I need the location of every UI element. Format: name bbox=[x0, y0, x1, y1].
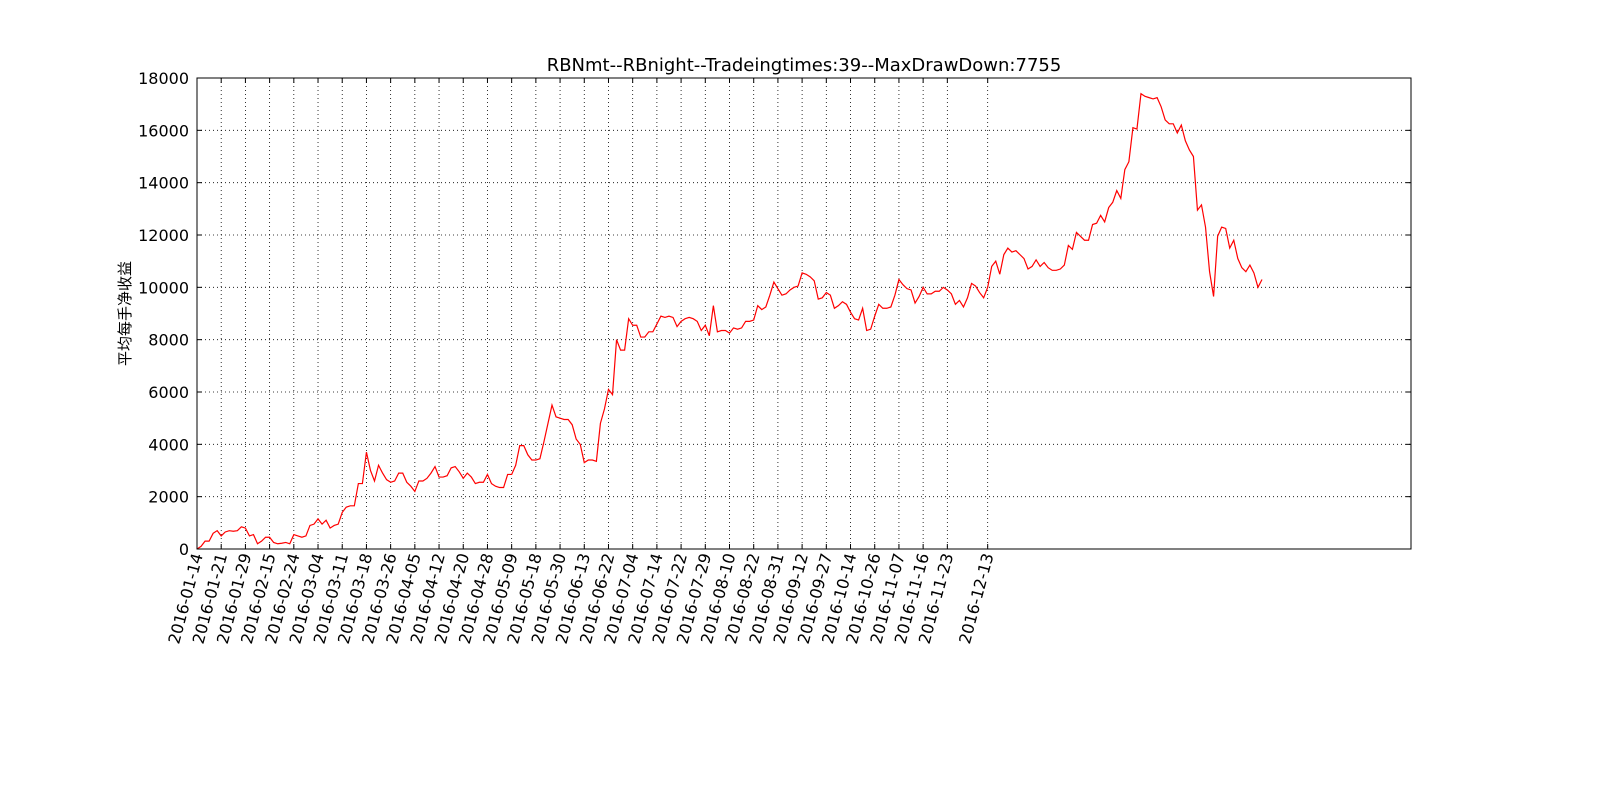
y-tick-label: 6000 bbox=[148, 383, 189, 402]
x-tick-label: 2016-12-13 bbox=[955, 551, 997, 646]
y-tick-label: 16000 bbox=[138, 121, 189, 140]
y-tick-label: 18000 bbox=[138, 69, 189, 88]
y-axis-label: 平均每手净收益 bbox=[116, 261, 134, 366]
y-tick-label: 2000 bbox=[148, 488, 189, 507]
y-tick-label: 12000 bbox=[138, 226, 189, 245]
y-tick-label: 8000 bbox=[148, 331, 189, 350]
x-axis: 2016-01-142016-01-212016-01-292016-02-15… bbox=[164, 78, 998, 646]
y-tick-label: 10000 bbox=[138, 278, 189, 297]
y-tick-label: 4000 bbox=[148, 435, 189, 454]
grid bbox=[197, 78, 1411, 549]
y-tick-label: 0 bbox=[179, 540, 189, 559]
y-axis: 0 2000 4000 6000 8000 10000 12000 14000 16000 180… bbox=[138, 69, 1411, 559]
plot-frame bbox=[196, 77, 1412, 550]
chart-title: RBNmt--RBnight--Tradeingtimes:39--MaxDra… bbox=[547, 55, 1062, 76]
series-line bbox=[196, 92, 1263, 550]
y-tick-label: 14000 bbox=[138, 174, 189, 193]
